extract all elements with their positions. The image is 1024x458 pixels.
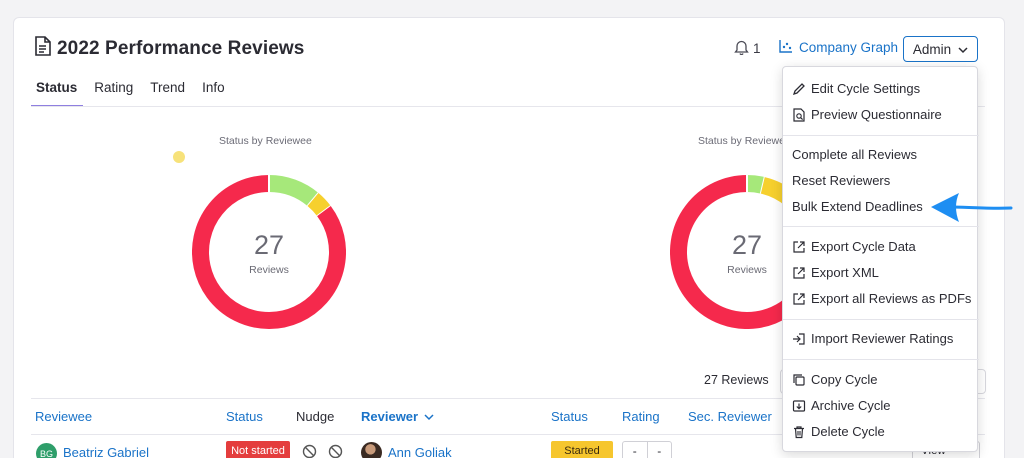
tab-status[interactable]: Status (31, 78, 84, 107)
menu-item-label: Import Reviewer Ratings (811, 331, 954, 346)
menu-item-edit-cycle-settings[interactable]: Edit Cycle Settings (792, 81, 920, 96)
menu-item-export-pdfs[interactable]: Export all Reviews as PDFs (792, 291, 971, 306)
menu-item-bulk-extend-deadlines[interactable]: Bulk Extend Deadlines (792, 199, 923, 214)
rating-selector[interactable]: - - (622, 441, 672, 458)
menu-item-label: Edit Cycle Settings (811, 81, 921, 96)
rating-value[interactable]: - (632, 444, 637, 458)
menu-divider (783, 226, 979, 227)
menu-item-label: Reset Reviewers (792, 173, 891, 188)
scatter-chart-icon (779, 39, 793, 56)
menu-item-label: Export Cycle Data (811, 239, 916, 254)
document-search-icon (792, 107, 806, 122)
donut-slice-complete (746, 175, 765, 194)
notifications-button[interactable]: 1 (734, 39, 761, 58)
reviewer-header-label: Reviewer (361, 409, 419, 424)
tab-rating[interactable]: Rating (94, 80, 134, 95)
export-icon (792, 266, 806, 280)
admin-dropdown-button[interactable]: Admin (903, 36, 978, 62)
menu-item-preview-questionnaire[interactable]: Preview Questionnaire (792, 107, 942, 122)
admin-menu: Edit Cycle Settings Preview Questionnair… (782, 66, 979, 452)
menu-divider (783, 319, 979, 320)
menu-item-archive-cycle[interactable]: Archive Cycle (792, 398, 890, 413)
menu-divider (783, 135, 979, 136)
column-header-rating[interactable]: Rating (622, 409, 660, 424)
donut-chart-reviewee (192, 175, 346, 329)
column-header-reviewee[interactable]: Reviewee (35, 409, 93, 424)
table-top-divider (31, 398, 985, 399)
menu-item-export-cycle-data[interactable]: Export Cycle Data (792, 239, 916, 254)
company-graph-label: Company Graph (799, 40, 899, 55)
donut-slice-not-started (192, 175, 346, 329)
export-icon (792, 240, 806, 254)
page-header: 2022 Performance Reviews (34, 36, 304, 61)
column-header-reviewer[interactable]: Reviewer (361, 409, 434, 424)
nudge-disabled-icon[interactable] (302, 444, 317, 458)
chevron-down-icon (958, 42, 968, 57)
table-header-divider (31, 434, 985, 435)
nudge-disabled-icon[interactable] (328, 444, 343, 458)
trash-icon (792, 425, 806, 439)
company-graph-link[interactable]: Company Graph (779, 39, 898, 56)
donut-slice-separator (759, 176, 766, 194)
menu-item-label: Complete all Reviews (792, 147, 917, 162)
reviewee-link[interactable]: Beatriz Gabriel (63, 445, 149, 458)
donut-slice-complete (268, 175, 319, 207)
donut-slice-started (307, 193, 331, 217)
menu-item-reset-reviewers[interactable]: Reset Reviewers (792, 173, 890, 188)
pencil-icon (792, 82, 806, 96)
menu-item-label: Copy Cycle (811, 372, 878, 387)
rating-value[interactable]: - (646, 442, 672, 458)
chart-title-reviewee: Status by Reviewee (219, 135, 312, 147)
document-icon (34, 36, 51, 61)
export-icon (792, 292, 806, 306)
menu-item-export-xml[interactable]: Export XML (792, 265, 879, 280)
import-icon (792, 332, 806, 346)
column-header-sec-reviewer[interactable]: Sec. Reviewer (688, 409, 772, 424)
status-badge: Not started (226, 441, 290, 458)
archive-icon (792, 399, 806, 413)
menu-item-label: Delete Cycle (811, 424, 885, 439)
menu-divider (783, 359, 979, 360)
tab-trend[interactable]: Trend (150, 80, 186, 95)
column-header-nudge: Nudge (296, 409, 335, 424)
status-badge: Started (551, 441, 613, 458)
callout-arrow-icon (931, 193, 1013, 222)
notifications-count: 1 (753, 41, 761, 56)
legend-dot (173, 151, 185, 163)
tab-info[interactable]: Info (202, 80, 225, 95)
menu-item-label: Preview Questionnaire (811, 107, 942, 122)
tabs-divider (31, 106, 985, 107)
donut-total-reviewee: 27 (253, 230, 285, 260)
menu-item-import-reviewer-ratings[interactable]: Import Reviewer Ratings (792, 331, 953, 346)
menu-item-label: Export all Reviews as PDFs (811, 291, 972, 306)
column-header-status[interactable]: Status (226, 409, 263, 424)
reviewer-link[interactable]: Ann Goliak (388, 445, 452, 458)
menu-item-delete-cycle[interactable]: Delete Cycle (792, 424, 885, 439)
menu-item-label: Export XML (811, 265, 879, 280)
menu-item-copy-cycle[interactable]: Copy Cycle (792, 372, 877, 387)
reviews-count: 27 Reviews (704, 373, 769, 387)
donut-label-reviewee: Reviews (249, 264, 289, 276)
chevron-down-icon (424, 409, 434, 424)
menu-item-label: Archive Cycle (811, 398, 891, 413)
column-header-reviewer-status[interactable]: Status (551, 409, 588, 424)
avatar (361, 442, 382, 458)
copy-icon (792, 373, 806, 387)
page-title: 2022 Performance Reviews (57, 37, 305, 59)
donut-total-reviewer: 27 (731, 230, 763, 260)
chart-title-reviewer: Status by Reviewer (698, 135, 789, 147)
avatar: BG (36, 443, 57, 458)
bell-icon (734, 39, 749, 58)
tab-bar: Status Rating Trend Info (31, 78, 237, 107)
donut-label-reviewer: Reviews (727, 264, 767, 276)
menu-item-label: Bulk Extend Deadlines (792, 199, 923, 214)
admin-label: Admin (912, 41, 952, 57)
menu-item-complete-all-reviews[interactable]: Complete all Reviews (792, 147, 917, 162)
